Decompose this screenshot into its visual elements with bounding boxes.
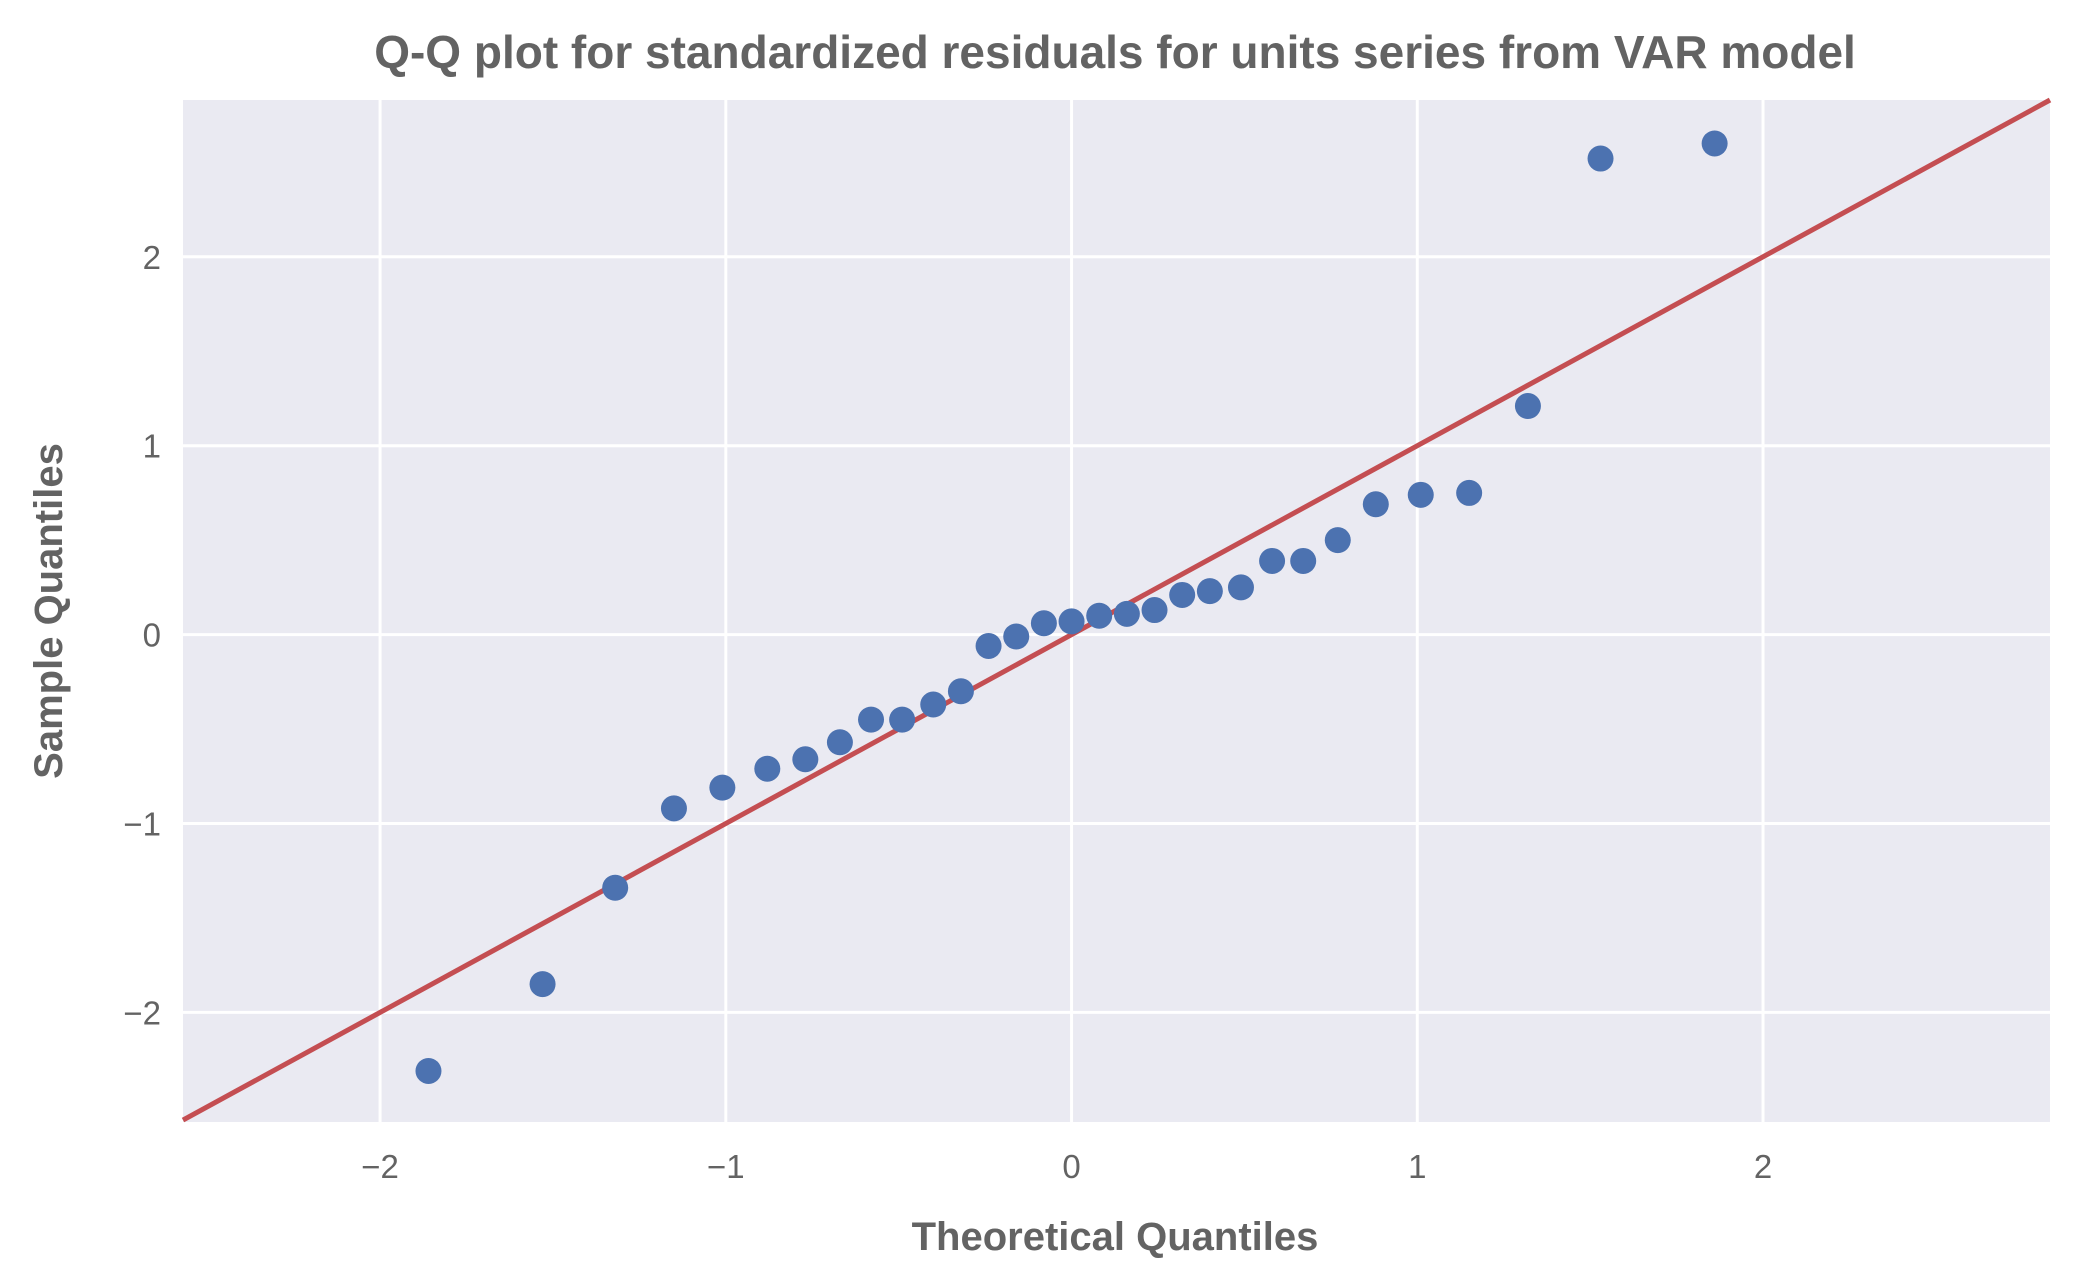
data-point xyxy=(1290,547,1317,574)
data-point xyxy=(1113,600,1140,627)
x-tick-label: −1 xyxy=(707,1148,745,1185)
data-point xyxy=(1456,479,1483,506)
data-point xyxy=(754,755,781,782)
data-point xyxy=(1227,574,1254,601)
data-point xyxy=(947,678,974,705)
data-point xyxy=(1086,602,1113,629)
data-point xyxy=(1196,578,1223,605)
data-point xyxy=(889,706,916,733)
data-point xyxy=(1587,145,1614,172)
data-point xyxy=(792,746,819,773)
x-tick-label: 2 xyxy=(1754,1148,1772,1185)
y-tick-label: −1 xyxy=(123,806,161,843)
y-tick-label: 1 xyxy=(143,428,161,465)
data-point xyxy=(1169,581,1196,608)
data-point xyxy=(1701,130,1728,157)
data-point xyxy=(826,729,853,756)
data-point xyxy=(1141,597,1168,624)
y-tick-labels: −2 −1 0 1 2 xyxy=(123,239,161,1032)
y-tick-label: 2 xyxy=(143,239,161,276)
data-point xyxy=(660,795,687,822)
data-point xyxy=(1058,608,1085,635)
data-point xyxy=(858,706,885,733)
data-point xyxy=(1324,527,1351,554)
chart-title: Q-Q plot for standardized residuals for … xyxy=(374,26,1856,78)
y-tick-label: −2 xyxy=(123,994,161,1031)
data-point xyxy=(529,971,556,998)
data-point xyxy=(1259,547,1286,574)
data-point xyxy=(1003,623,1030,650)
x-tick-label: 1 xyxy=(1408,1148,1426,1185)
data-point xyxy=(1407,481,1434,508)
x-tick-label: −2 xyxy=(361,1148,399,1185)
data-point xyxy=(1030,610,1057,637)
data-point xyxy=(1514,393,1541,420)
x-tick-labels: −2 −1 0 1 2 xyxy=(361,1148,1772,1185)
y-tick-label: 0 xyxy=(143,617,161,654)
data-point xyxy=(709,774,736,801)
data-point xyxy=(415,1057,442,1084)
data-point xyxy=(1362,491,1389,518)
y-axis-label: Sample Quantiles xyxy=(27,443,71,779)
x-axis-label: Theoretical Quantiles xyxy=(912,1215,1319,1259)
x-tick-label: 0 xyxy=(1062,1148,1080,1185)
data-points xyxy=(415,130,1728,1084)
data-point xyxy=(920,691,947,718)
data-point xyxy=(975,632,1002,659)
data-point xyxy=(602,874,629,901)
